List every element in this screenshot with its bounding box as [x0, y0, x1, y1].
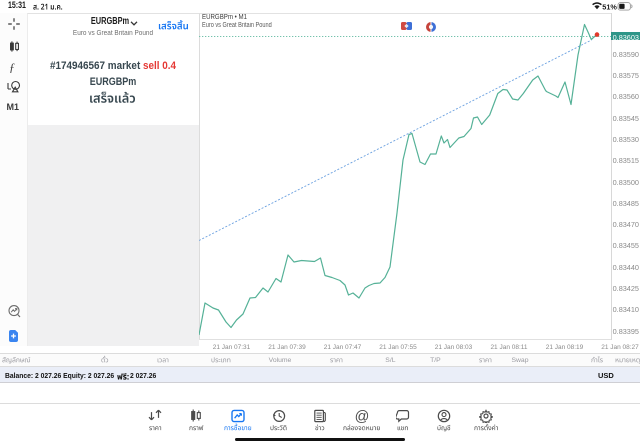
svg-text:51%: 51%: [602, 2, 617, 11]
svg-text:@: @: [355, 409, 369, 423]
